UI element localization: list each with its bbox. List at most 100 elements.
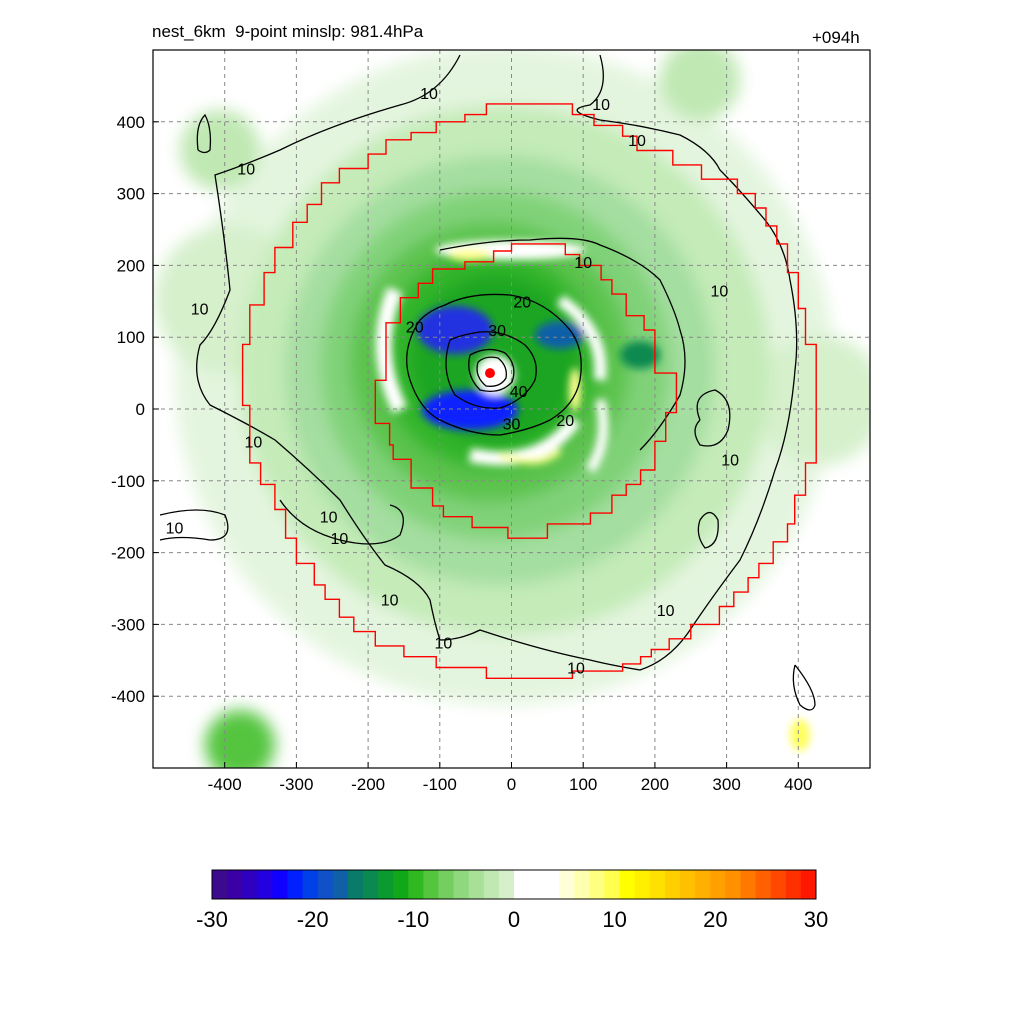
outer-nest-box — [241, 103, 817, 679]
y-tick-label: -300 — [111, 615, 145, 634]
colorbar-tick-label: 0 — [508, 907, 520, 932]
colorbar: -30 -20 -10 0 10 20 30 — [196, 869, 828, 932]
colorbar-swatch — [710, 870, 726, 899]
colorbar-tick-label: 10 — [602, 907, 626, 932]
colorbar-tick-label: -10 — [397, 907, 429, 932]
contour-label: 10 — [331, 531, 349, 548]
colorbar-swatch — [272, 870, 288, 899]
contour-label: 20 — [513, 294, 531, 311]
colorbar-swatch — [378, 870, 394, 899]
colorbar-swatch — [317, 870, 334, 899]
colorbar-swatch — [589, 870, 605, 899]
contour-label: 10 — [166, 520, 184, 537]
colorbar-swatch — [332, 870, 349, 899]
colorbar-swatch — [363, 870, 379, 899]
colorbar-swatch — [544, 870, 560, 899]
colorbar-swatch — [257, 870, 273, 899]
x-tick-label: -200 — [351, 775, 385, 794]
colorbar-swatch — [725, 870, 741, 899]
contour-label: 30 — [488, 323, 506, 340]
contour-label: 10 — [191, 301, 209, 318]
colorbar-swatch — [514, 870, 530, 899]
y-tick-label: -200 — [111, 544, 145, 563]
contour-label: 10 — [381, 592, 399, 609]
colorbar-swatch — [438, 870, 454, 899]
x-tick-label: 200 — [641, 775, 669, 794]
colorbar-swatch — [212, 870, 228, 899]
colorbar-swatch — [680, 870, 696, 899]
colorbar-swatch — [393, 870, 409, 899]
forecast-hour-label: +094h — [812, 28, 860, 47]
colorbar-tick-label: 30 — [804, 907, 828, 932]
x-axis: -400 -300 -200 -100 0 100 200 300 400 — [208, 762, 812, 794]
colorbar-swatch — [242, 870, 258, 899]
nest-boxes — [241, 103, 817, 679]
y-tick-label: -100 — [111, 472, 145, 491]
contour-label: 10 — [721, 452, 739, 469]
colorbar-swatch — [770, 870, 787, 899]
colorbar-swatch — [634, 870, 651, 899]
colorbar-swatch — [785, 870, 802, 899]
center-marker-layer — [484, 368, 495, 379]
contour-label: 10 — [657, 603, 675, 620]
colorbar-swatch — [695, 870, 711, 899]
contour-label: 10 — [574, 255, 592, 272]
contour-labels: 10 10 10 10 10 10 10 10 10 10 10 10 10 10 10 10 20 20 20 30… — [166, 86, 740, 677]
y-tick-label: 300 — [117, 185, 145, 204]
colorbar-swatch — [604, 870, 621, 899]
contour-label: 10 — [628, 133, 646, 150]
colorbar-swatch — [408, 870, 424, 899]
y-tick-label: 100 — [117, 328, 145, 347]
x-tick-label: 100 — [569, 775, 597, 794]
colorbar-swatch — [800, 870, 817, 899]
inner-nest-box — [374, 243, 678, 539]
colorbar-swatch — [529, 870, 545, 899]
colorbar-swatch — [483, 870, 500, 899]
colorbar-swatch — [665, 870, 681, 899]
colorbar-swatch — [619, 870, 636, 899]
colorbar-swatch — [498, 870, 515, 899]
colorbar-tick-label: -30 — [196, 907, 228, 932]
contour-label: 30 — [503, 416, 521, 433]
x-tick-label: -400 — [208, 775, 242, 794]
colorbar-swatch — [574, 870, 590, 899]
x-tick-label: -300 — [279, 775, 313, 794]
contour-label: 10 — [434, 635, 452, 652]
contour-label: 10 — [420, 86, 438, 103]
contour-label: 10 — [711, 284, 729, 301]
contour-label: 10 — [237, 161, 255, 178]
colorbar-frame — [211, 869, 817, 900]
contour-label: 20 — [556, 413, 574, 430]
contour-label: 20 — [406, 319, 424, 336]
y-tick-label: -400 — [111, 687, 145, 706]
colorbar-swatch — [740, 870, 756, 899]
colorbar-swatch — [755, 870, 772, 899]
contour-label: 40 — [510, 384, 528, 401]
x-tick-label: 400 — [784, 775, 812, 794]
y-axis: -400 -300 -200 -100 0 100 200 300 400 — [111, 113, 159, 706]
contour-lines — [159, 54, 816, 711]
colorbar-swatch — [287, 870, 303, 899]
colorbar-swatch — [468, 870, 485, 899]
contour-label: 10 — [567, 660, 585, 677]
y-tick-label: 400 — [117, 113, 145, 132]
chart-title: nest_6km 9-point minslp: 981.4hPa — [152, 22, 424, 41]
y-tick-label: 0 — [136, 400, 145, 419]
colorbar-swatch — [227, 870, 243, 899]
colorbar-swatch — [453, 870, 470, 899]
colorbar-swatch — [423, 870, 439, 899]
colorbar-tick-label: 20 — [703, 907, 727, 932]
x-tick-label: 0 — [507, 775, 516, 794]
x-tick-label: -100 — [423, 775, 457, 794]
colorbar-swatch — [302, 870, 319, 899]
storm-center-marker — [484, 368, 495, 379]
y-tick-label: 200 — [117, 256, 145, 275]
contour-label: 10 — [592, 97, 610, 114]
contour-label: 10 — [244, 434, 262, 451]
x-tick-label: 300 — [712, 775, 740, 794]
contour-label: 10 — [320, 510, 338, 527]
colorbar-swatch — [347, 870, 364, 899]
colorbar-swatch — [649, 870, 666, 899]
shaded-field — [153, 50, 870, 768]
